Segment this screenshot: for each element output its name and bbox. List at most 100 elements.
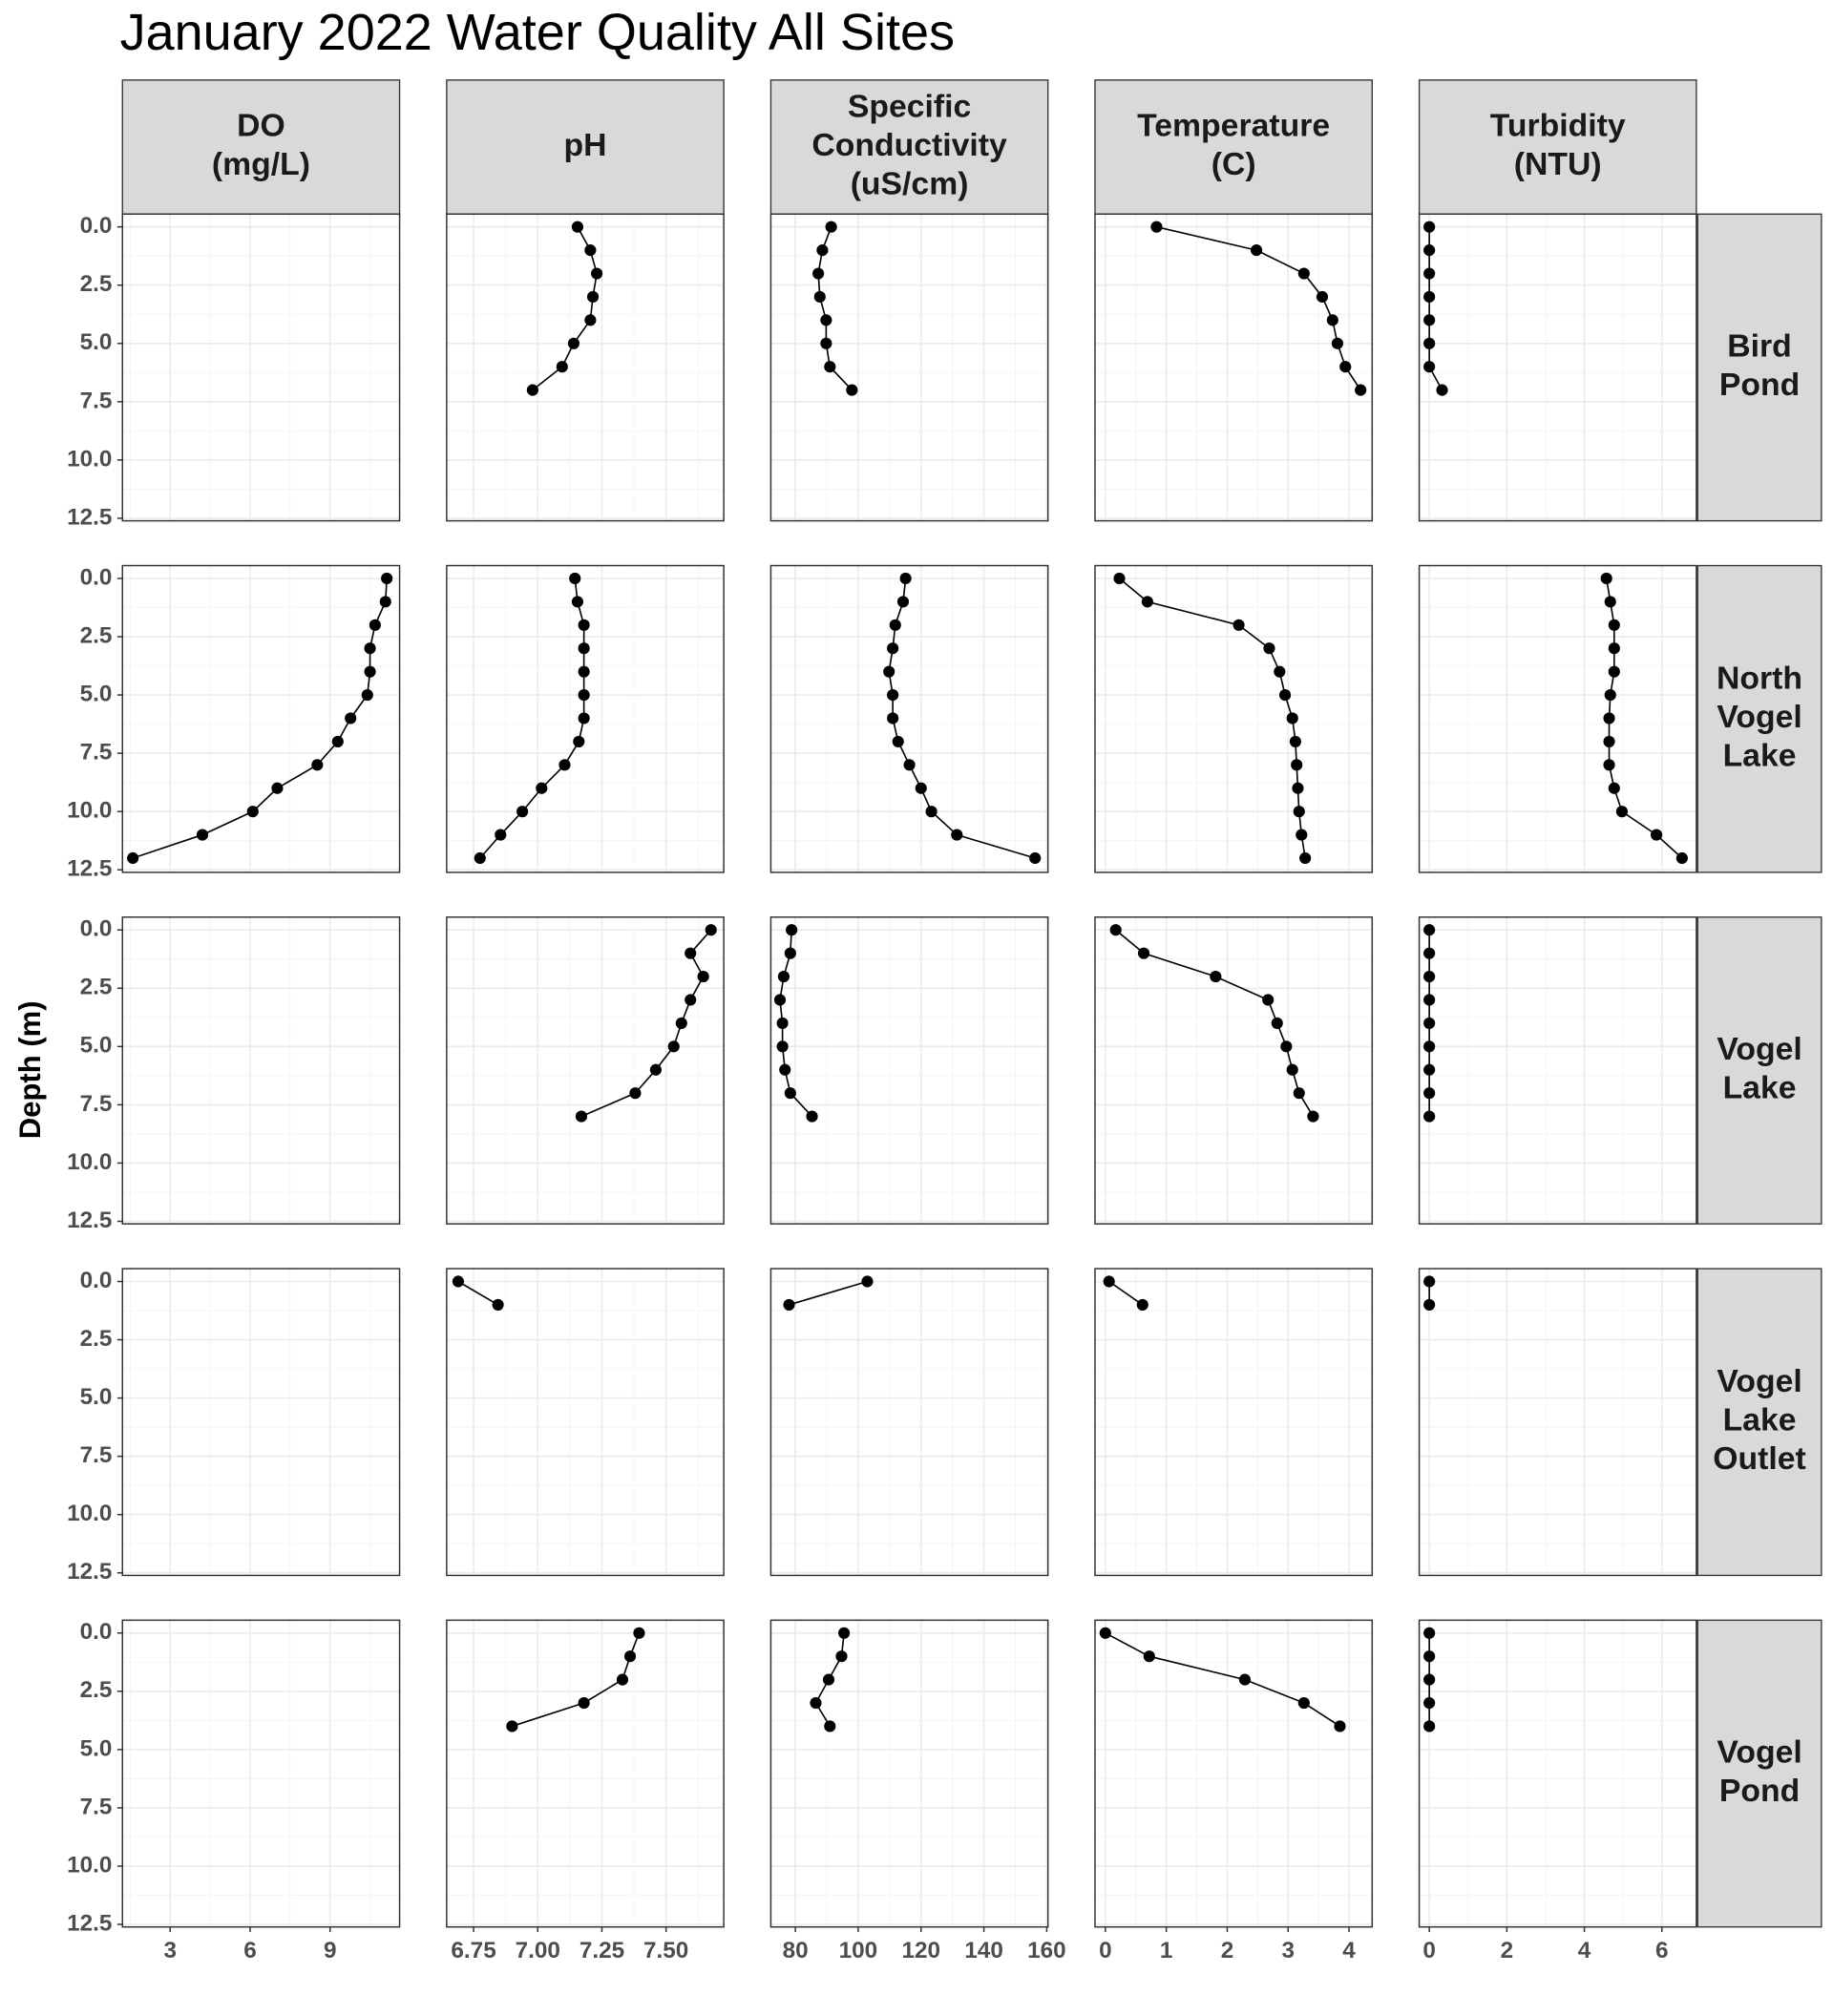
y-tick-label: 10.0: [67, 1852, 112, 1878]
row-strip-label: Vogel: [1717, 699, 1801, 735]
y-tick-label: 5.0: [80, 329, 113, 355]
y-tick-label: 12.5: [67, 504, 112, 530]
column-strip-label: (mg/L): [212, 146, 310, 182]
data-point: [127, 851, 139, 865]
data-point: [1278, 688, 1292, 702]
x-tick-label: 120: [901, 1938, 940, 1964]
data-point: [381, 572, 393, 585]
data-point: [556, 361, 568, 373]
panel-border: [769, 213, 1049, 522]
y-tick-label: 7.5: [80, 740, 113, 766]
x-tick-label: 4: [1578, 1938, 1591, 1964]
data-point: [369, 619, 381, 631]
column-strip-label: (NTU): [1514, 146, 1602, 182]
y-tick-label: 2.5: [80, 1326, 113, 1352]
data-point: [1423, 361, 1436, 373]
panel-border: [769, 916, 1049, 1225]
chart-title: January 2022 Water Quality All Sites: [120, 4, 955, 61]
data-point: [1604, 596, 1616, 608]
data-point: [813, 290, 826, 304]
data-point: [810, 1696, 822, 1710]
data-point: [1280, 1040, 1293, 1053]
data-point: [1423, 267, 1436, 280]
data-point: [776, 1017, 789, 1029]
data-point: [1436, 384, 1448, 396]
x-tick-label: 0: [1099, 1938, 1112, 1964]
data-point: [1296, 829, 1308, 841]
panel-background: [446, 916, 725, 1225]
data-point: [1326, 314, 1338, 326]
data-point: [1675, 851, 1688, 865]
column-strip: [121, 79, 401, 215]
column-strip-label: Specific: [848, 88, 971, 124]
data-point: [1423, 1063, 1436, 1076]
column-strip-label: DO: [237, 108, 285, 144]
data-point: [361, 688, 373, 702]
data-point: [526, 384, 538, 396]
panel-border: [121, 564, 401, 873]
data-point: [1262, 994, 1275, 1006]
data-point: [1286, 1063, 1298, 1076]
y-tick-label: 10.0: [67, 446, 112, 472]
panel-border: [1094, 1268, 1374, 1577]
data-point: [633, 1627, 645, 1639]
data-point: [1608, 782, 1620, 794]
data-point: [558, 759, 571, 771]
data-point: [883, 665, 895, 678]
y-tick-label: 0.0: [80, 564, 113, 590]
y-tick-label: 7.5: [80, 1794, 113, 1819]
data-point: [573, 735, 585, 747]
data-point: [271, 782, 284, 794]
data-point: [1141, 596, 1153, 608]
data-point: [584, 244, 597, 257]
data-point: [1423, 1298, 1436, 1312]
data-point: [331, 735, 344, 747]
x-tick-label: 6: [243, 1938, 257, 1964]
data-point: [705, 924, 717, 936]
data-point: [784, 1087, 796, 1100]
x-tick-label: 0: [1422, 1938, 1436, 1964]
data-point: [1233, 619, 1245, 631]
data-point: [1423, 220, 1436, 233]
data-point: [1293, 806, 1305, 818]
panel-background: [1095, 1620, 1373, 1927]
data-point: [896, 596, 910, 608]
y-tick-label: 5.0: [80, 681, 113, 706]
data-point: [1293, 1087, 1305, 1100]
data-point: [571, 220, 584, 233]
x-tick-label: 140: [964, 1938, 1003, 1964]
panel-background: [1419, 1269, 1696, 1576]
data-point: [1137, 947, 1150, 959]
data-point: [567, 337, 579, 349]
data-line: [789, 1280, 868, 1306]
data-point: [820, 314, 832, 326]
y-tick-label: 0.0: [80, 1619, 113, 1645]
data-point: [492, 1298, 504, 1312]
panel-background: [122, 916, 400, 1225]
panel-border: [446, 564, 725, 873]
panel-background: [770, 565, 1048, 872]
data-point: [1423, 290, 1436, 304]
data-point: [925, 806, 938, 818]
panel-border: [121, 1619, 401, 1928]
y-tick-label: 10.0: [67, 1149, 112, 1175]
data-point: [1297, 1696, 1310, 1710]
y-tick-label: 2.5: [80, 1677, 113, 1703]
panel-background: [122, 565, 400, 872]
data-point: [822, 1673, 835, 1686]
data-point: [516, 806, 529, 818]
data-point: [783, 1298, 795, 1312]
panel-border: [446, 1619, 725, 1928]
data-point: [1423, 1087, 1436, 1100]
data-point: [889, 619, 901, 631]
column-strip: [1094, 79, 1373, 215]
data-point: [1029, 851, 1042, 865]
data-point: [623, 1650, 637, 1663]
y-tick-label: 10.0: [67, 798, 112, 824]
panel-background: [122, 1620, 400, 1927]
y-tick-label: 0.0: [80, 1268, 113, 1293]
data-point: [786, 924, 798, 936]
data-line: [1108, 1280, 1144, 1306]
panel-background: [770, 1620, 1048, 1927]
x-tick-label: 1: [1160, 1938, 1173, 1964]
